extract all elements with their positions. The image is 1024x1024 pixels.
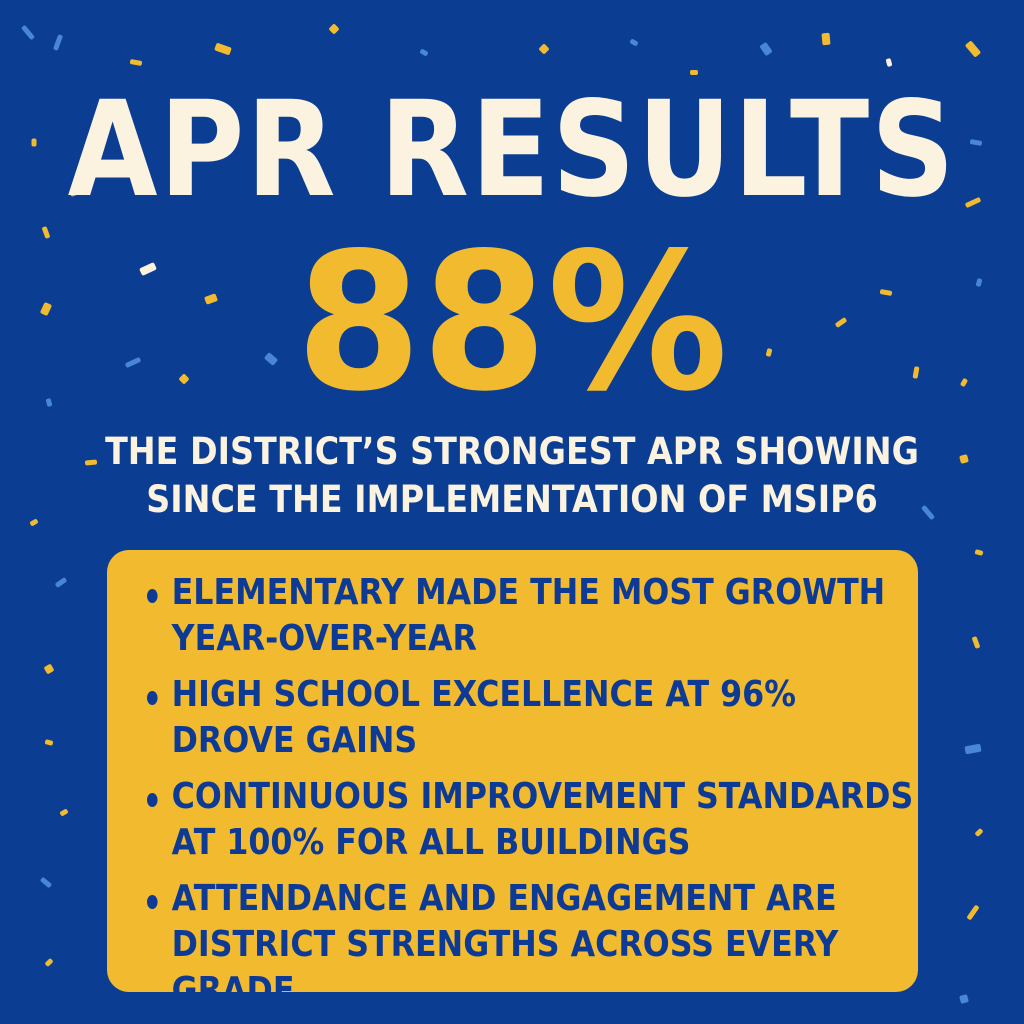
confetti-piece (821, 32, 831, 46)
list-item: CONTINUOUS IMPROVEMENT STANDARDS AT 100% … (147, 774, 918, 866)
confetti-piece (759, 41, 773, 57)
confetti-piece (964, 743, 982, 755)
confetti-piece (964, 196, 982, 209)
page-title: APR RESULTS (67, 73, 957, 227)
confetti-piece (31, 138, 37, 147)
headline-percentage: 88% (295, 212, 729, 433)
confetti-piece (959, 994, 969, 1004)
confetti-piece (44, 739, 54, 746)
confetti-piece (328, 23, 340, 35)
confetti-piece (419, 48, 429, 57)
confetti-piece (974, 549, 984, 556)
subtitle-line: SINCE THE IMPLEMENTATION OF MSIP6 (146, 478, 878, 521)
confetti-piece (971, 636, 981, 649)
list-item: ELEMENTARY MADE THE MOST GROWTH YEAR-OVER… (147, 570, 918, 662)
bullet-icon (147, 589, 158, 603)
confetti-piece (59, 808, 69, 817)
list-item: ATTENDANCE AND ENGAGEMENT ARE DISTRICT ST… (147, 876, 918, 992)
highlights-list: ELEMENTARY MADE THE MOST GROWTH YEAR-OVER… (107, 550, 918, 992)
list-item-line: DISTRICT STRENGTHS ACROSS EVERY GRADE (171, 924, 839, 992)
confetti-piece (20, 24, 36, 41)
bullet-icon (147, 691, 158, 705)
confetti-piece (966, 904, 980, 921)
confetti-piece (44, 957, 54, 968)
confetti-piece (629, 38, 639, 47)
list-item-line: HIGH SCHOOL EXCELLENCE AT 96% (171, 674, 796, 715)
bullet-icon (147, 895, 158, 909)
confetti-piece (974, 827, 984, 838)
list-item-line: AT 100% FOR ALL BUILDINGS (171, 822, 691, 863)
confetti-piece (129, 58, 143, 67)
list-item-line: DROVE GAINS (171, 720, 418, 761)
subtitle-line: THE DISTRICT’S STRONGEST APR SHOWING (105, 430, 919, 473)
list-item-line: YEAR-OVER-YEAR (171, 618, 477, 659)
list-item-line: ATTENDANCE AND ENGAGEMENT ARE (171, 878, 837, 919)
list-item: HIGH SCHOOL EXCELLENCE AT 96% DROVE GAINS (147, 672, 918, 764)
confetti-piece (690, 70, 698, 75)
confetti-piece (538, 43, 550, 55)
confetti-piece (43, 663, 55, 675)
confetti-piece (964, 40, 982, 58)
subtitle: THE DISTRICT’S STRONGEST APR SHOWING SIN… (51, 428, 973, 524)
confetti-piece (39, 876, 53, 889)
highlights-panel: ELEMENTARY MADE THE MOST GROWTH YEAR-OVER… (107, 550, 918, 992)
confetti-piece (29, 518, 39, 527)
confetti-piece (54, 577, 68, 588)
confetti-piece (214, 42, 232, 56)
confetti-piece (52, 34, 64, 51)
confetti-piece (885, 57, 893, 68)
confetti-piece (969, 138, 983, 147)
list-item-line: ELEMENTARY MADE THE MOST GROWTH (171, 572, 886, 613)
list-item-line: CONTINUOUS IMPROVEMENT STANDARDS (171, 776, 914, 817)
bullet-icon (147, 793, 158, 807)
